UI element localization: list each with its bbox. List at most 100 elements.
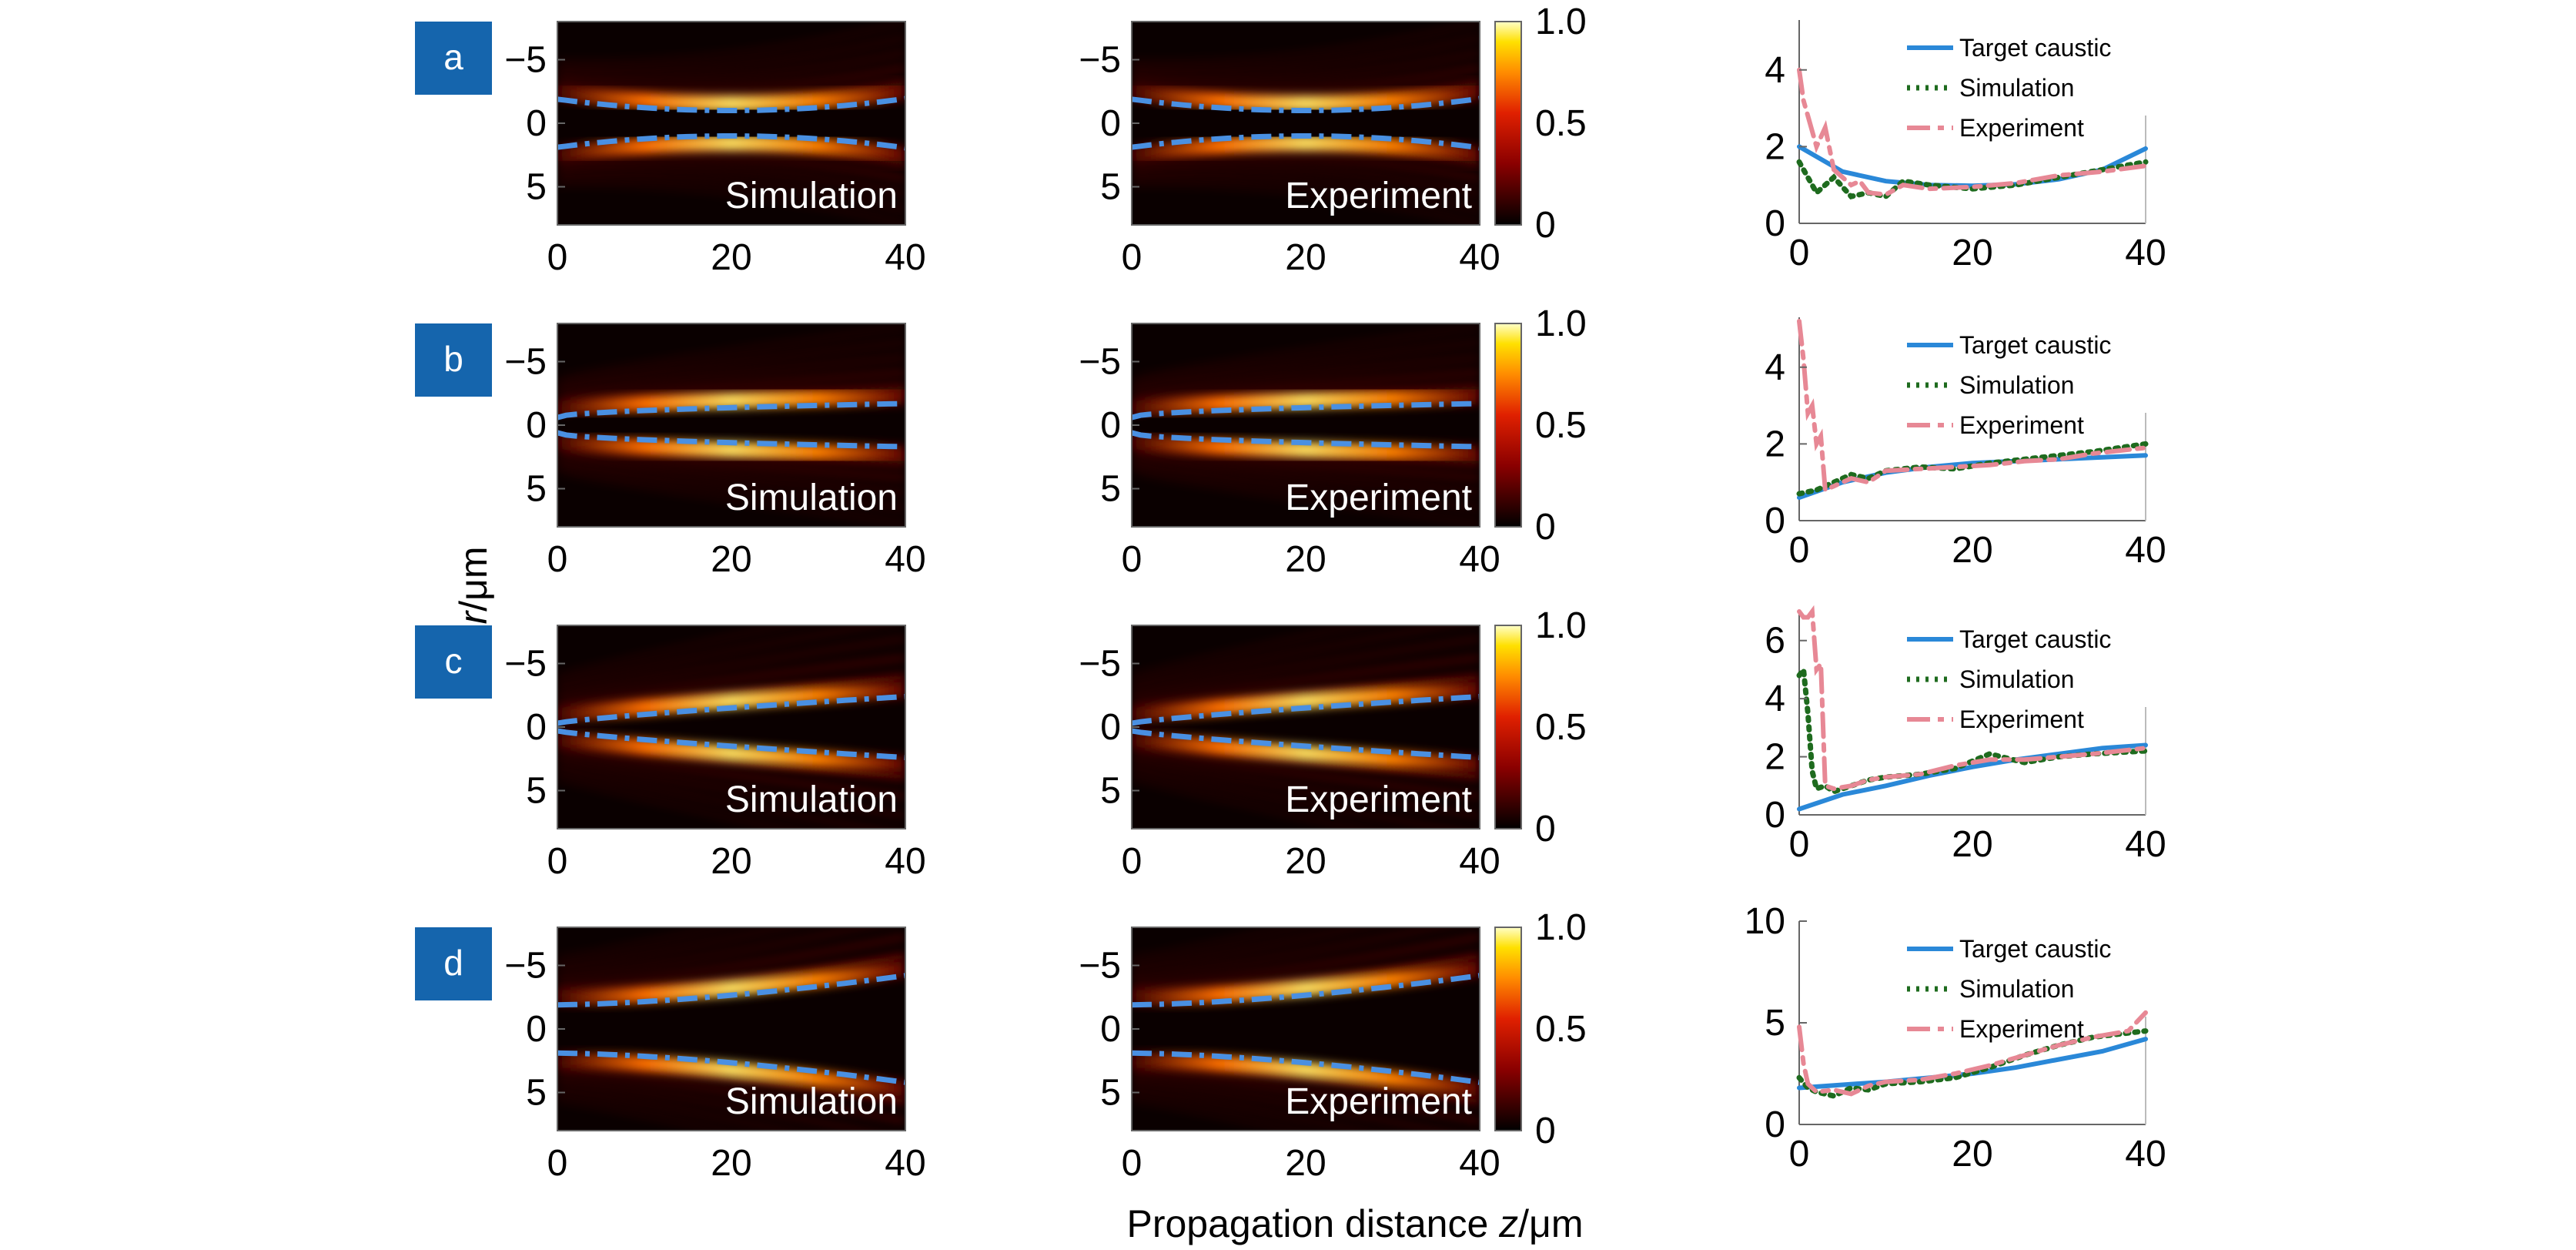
x-tick-label: 40 bbox=[2125, 824, 2166, 865]
side-lobe bbox=[1132, 354, 1480, 400]
y-tick-label: 0 bbox=[1100, 405, 1121, 446]
x-tick-label: 0 bbox=[547, 1143, 568, 1184]
y-tick-label: 0 bbox=[1100, 103, 1121, 144]
x-tick-label: 20 bbox=[1952, 1134, 1992, 1175]
x-tick-label: 40 bbox=[885, 1143, 925, 1184]
main-lobe bbox=[557, 730, 905, 772]
y-tick-label: 0 bbox=[1765, 203, 1785, 244]
side-lobe bbox=[1132, 323, 1480, 385]
side-lobe bbox=[1132, 625, 1376, 681]
side-lobe bbox=[557, 927, 799, 972]
y-tick-label: −5 bbox=[504, 644, 547, 685]
side-lobe bbox=[1132, 1095, 1307, 1131]
main-lobe bbox=[1132, 135, 1480, 163]
panel-label: Simulation bbox=[725, 176, 898, 216]
colorbar-tick-label: 0.5 bbox=[1535, 405, 1587, 446]
series-line bbox=[1796, 159, 2149, 199]
x-tick-label: 40 bbox=[2125, 530, 2166, 571]
series-line bbox=[1797, 742, 2148, 812]
legend: Target caustic Simulation Experiment bbox=[1907, 331, 2111, 439]
x-tick-label: 40 bbox=[1459, 539, 1500, 580]
y-tick-label: 5 bbox=[1765, 1003, 1785, 1044]
x-tick-label: 40 bbox=[1459, 237, 1500, 278]
legend-label: Target caustic bbox=[1959, 34, 2111, 62]
x-tick-label: 0 bbox=[1122, 841, 1142, 882]
colorbar-tick-label: 0.5 bbox=[1535, 103, 1587, 144]
x-tick-label: 20 bbox=[1285, 841, 1326, 882]
side-lobe bbox=[1132, 1077, 1452, 1131]
x-tick-label: 0 bbox=[547, 841, 568, 882]
caustic-overlay-line bbox=[557, 728, 905, 761]
legend-label: Experiment bbox=[1959, 1015, 2084, 1043]
x-tick-label: 0 bbox=[1789, 233, 1810, 273]
x-tick-label: 20 bbox=[711, 841, 751, 882]
x-tick-label: 20 bbox=[1285, 1143, 1326, 1184]
side-lobe bbox=[1132, 654, 1480, 709]
side-lobe bbox=[1132, 369, 1480, 407]
side-lobe bbox=[557, 64, 905, 93]
side-lobe bbox=[557, 927, 878, 981]
side-lobe bbox=[1132, 1067, 1480, 1124]
caustic-overlay-line bbox=[557, 430, 905, 450]
side-lobe bbox=[557, 323, 905, 385]
x-tick-label: 20 bbox=[711, 1143, 751, 1184]
panel-label: Experiment bbox=[1285, 478, 1472, 518]
y-tick-label: −5 bbox=[1079, 644, 1121, 685]
colorbar: 1.0 0.5 0 bbox=[1494, 303, 1587, 548]
side-lobe bbox=[1132, 458, 1480, 511]
side-lobe bbox=[557, 933, 905, 990]
side-lobe bbox=[1132, 927, 1373, 972]
main-lobe bbox=[1132, 960, 1480, 1006]
side-lobe bbox=[557, 22, 905, 67]
main-lobe bbox=[1132, 730, 1480, 772]
y-tick-label: 0 bbox=[526, 1009, 547, 1050]
legend-label: Experiment bbox=[1959, 114, 2084, 142]
caustic-overlay-line bbox=[1132, 728, 1480, 761]
side-lobe bbox=[1132, 764, 1466, 829]
colorbar-tick-label: 0.5 bbox=[1535, 707, 1587, 748]
y-tick-label: 5 bbox=[526, 1073, 547, 1114]
x-tick-label: 40 bbox=[885, 237, 925, 278]
side-lobe bbox=[557, 444, 905, 481]
y-tick-label: 0 bbox=[1765, 501, 1785, 541]
x-tick-label: 0 bbox=[1122, 237, 1142, 278]
badge-letter: a bbox=[443, 37, 463, 77]
y-tick-label: 2 bbox=[1765, 126, 1785, 167]
badge-box bbox=[415, 927, 492, 1000]
side-lobe bbox=[1132, 772, 1376, 829]
side-lobe bbox=[557, 458, 905, 511]
colorbar-tick-label: 1.0 bbox=[1535, 2, 1587, 42]
caustic-overlay-line bbox=[557, 400, 905, 421]
badge-letter: c bbox=[445, 641, 463, 681]
y-tick-label: 0 bbox=[1100, 1009, 1121, 1050]
side-lobe bbox=[1132, 179, 1480, 225]
x-tick-label: 20 bbox=[1285, 539, 1326, 580]
y-tick-label: 0 bbox=[1765, 795, 1785, 836]
caustic-overlay-line bbox=[1132, 96, 1480, 113]
colorbar-tick-label: 0.5 bbox=[1535, 1009, 1587, 1050]
y-tick-label: 4 bbox=[1765, 347, 1785, 388]
side-lobe bbox=[557, 163, 905, 197]
side-lobe bbox=[557, 1095, 733, 1131]
y-tick-label: 0 bbox=[526, 707, 547, 748]
row-badge-a: a bbox=[415, 22, 492, 95]
badge-box bbox=[415, 323, 492, 397]
side-lobe bbox=[557, 153, 905, 183]
colorbar-gradient bbox=[1494, 927, 1522, 1131]
colorbar-tick-label: 1.0 bbox=[1535, 605, 1587, 646]
main-lobe bbox=[557, 1052, 905, 1098]
side-lobe bbox=[557, 1077, 878, 1131]
caustic-overlay-line bbox=[557, 96, 905, 113]
x-tick-label: 40 bbox=[1459, 841, 1500, 882]
y-tick-label: 4 bbox=[1765, 50, 1785, 91]
y-tick-label: −5 bbox=[504, 40, 547, 81]
x-tick-label: 20 bbox=[1952, 530, 1992, 571]
x-tick-label: 40 bbox=[885, 841, 925, 882]
colorbar: 1.0 0.5 0 bbox=[1494, 2, 1587, 246]
legend-label: Target caustic bbox=[1959, 625, 2111, 653]
x-tick-label: 20 bbox=[711, 539, 751, 580]
